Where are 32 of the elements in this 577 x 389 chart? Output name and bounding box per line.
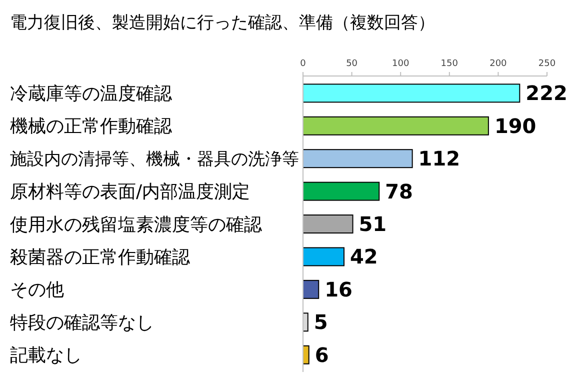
data-label: 190 [494, 114, 536, 138]
bar [302, 280, 320, 299]
y-tick-label: 原材料等の表面/内部温度測定 [10, 182, 250, 203]
y-tick-label: 使用水の残留塩素濃度等の確認 [10, 214, 262, 236]
x-tick-label: 250 [538, 59, 556, 69]
data-label: 78 [385, 179, 413, 204]
x-tick-label: 0 [300, 59, 306, 69]
y-tick-label: その他 [10, 280, 64, 301]
y-tick-label: 特段の確認等なし [10, 312, 154, 334]
data-label: 42 [350, 244, 378, 269]
x-tick-label: 100 [392, 59, 410, 69]
y-tick-label: 施設内の清掃等、機械・器具の洗浄等 [10, 148, 299, 168]
data-label: 16 [324, 277, 352, 302]
data-label: 6 [314, 342, 329, 367]
bar [302, 182, 380, 201]
data-label: 112 [418, 146, 460, 171]
bar [302, 247, 344, 266]
data-label: 51 [358, 212, 387, 236]
chart-title: 電力復旧後、製造開始に行った確認、準備（複数回答） [10, 13, 435, 33]
data-label: 222 [526, 81, 568, 106]
bar [302, 149, 413, 168]
y-tick-label: 冷蔵庫等の温度確認 [10, 83, 172, 104]
bar [302, 214, 354, 234]
x-tick-label: 50 [346, 59, 358, 69]
data-label: 5 [314, 310, 328, 334]
x-tick-label: 150 [440, 59, 458, 69]
bar [302, 84, 520, 103]
y-tick-label: 殺菌器の正常作動確認 [10, 247, 190, 268]
bar [302, 116, 489, 136]
x-tick-label: 200 [490, 59, 508, 69]
y-tick-label: 記載なし [10, 345, 82, 366]
y-tick-label: 機械の正常作動確認 [10, 116, 172, 138]
